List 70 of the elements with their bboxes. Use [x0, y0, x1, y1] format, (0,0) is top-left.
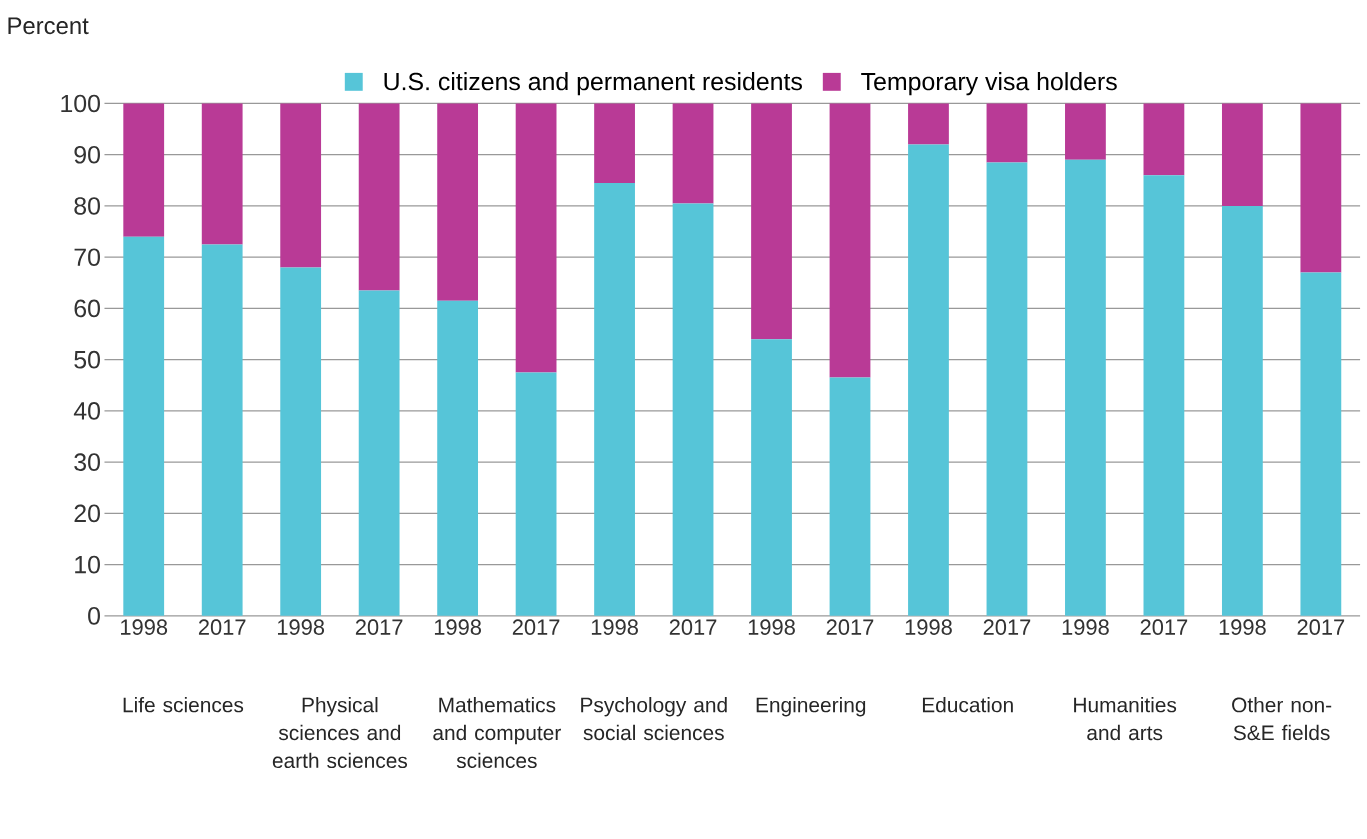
bar	[908, 103, 949, 145]
x-tick-label: 1998	[434, 619, 481, 636]
bar	[751, 103, 792, 340]
x-tick-label: 2017	[1140, 619, 1188, 636]
y-tick-label: 80	[74, 197, 100, 215]
text: Psychology and social sciences	[581, 697, 727, 741]
legend-label: U.S. citizens and permanent residents	[384, 72, 802, 96]
text: Physical sciences and earth sciences	[272, 697, 408, 769]
bar	[829, 377, 871, 616]
bar	[986, 103, 1028, 163]
text: Engineering	[756, 697, 866, 717]
text: Mathematics and computer sciences	[433, 697, 561, 769]
y-tick-label: 30	[74, 453, 100, 472]
x-tick-label: 1998	[748, 619, 795, 636]
x-tick-label: 1998	[905, 619, 952, 636]
bar	[672, 203, 714, 616]
x-tick-label: 1998	[1219, 619, 1266, 636]
bar	[515, 103, 557, 373]
bar	[358, 103, 400, 291]
x-tick-label: 1998	[277, 619, 325, 636]
bar	[437, 300, 479, 616]
x-tick-label: 1998	[121, 619, 168, 636]
bar	[123, 236, 165, 616]
y-tick-label: 0	[88, 607, 100, 625]
y-tick-label: 90	[74, 146, 100, 164]
x-tick-label: 2017	[355, 619, 403, 636]
x-tick-label: 2017	[198, 619, 246, 636]
bar	[986, 162, 1028, 616]
text: Life sciences	[123, 697, 244, 713]
bar	[1300, 272, 1342, 616]
bar	[437, 103, 479, 301]
bar	[358, 290, 400, 616]
x-tick-label: 2017	[826, 619, 874, 636]
text: Humanities and arts	[1074, 697, 1177, 741]
bar	[751, 339, 792, 616]
text: Other non-S&E fields	[1232, 697, 1332, 741]
bar	[1221, 206, 1263, 616]
bar	[280, 103, 322, 268]
bar	[1143, 175, 1185, 616]
bar	[594, 183, 635, 616]
legend-label: Temporary visa holders	[861, 72, 1117, 96]
bar	[1300, 103, 1342, 273]
bar	[829, 103, 871, 378]
x-tick-label: 2017	[512, 619, 560, 636]
bar	[908, 144, 949, 616]
bar	[123, 103, 165, 237]
y-tick-label: 70	[74, 248, 100, 267]
x-tick-label: 2017	[1297, 619, 1345, 636]
y-tick-label: 10	[75, 555, 100, 574]
bar	[594, 103, 635, 184]
x-tick-label: 1998	[1062, 619, 1109, 636]
bar	[201, 103, 243, 245]
y-tick-label: 100	[61, 94, 100, 113]
y-tick-label: 50	[74, 350, 100, 369]
y-tick-label: 20	[74, 504, 100, 523]
y-tick-label: 60	[74, 299, 100, 318]
y-axis-title: Percent	[8, 17, 89, 35]
x-tick-label: 2017	[669, 619, 717, 636]
bar	[672, 103, 714, 204]
bar	[1065, 103, 1106, 160]
bar	[201, 244, 243, 616]
bar	[280, 267, 322, 616]
bar	[1143, 103, 1185, 176]
y-tick-label: 40	[73, 402, 100, 420]
bar	[1065, 159, 1106, 616]
text: Education	[922, 697, 1013, 713]
x-tick-label: 1998	[591, 619, 638, 636]
bar	[515, 372, 557, 616]
bar	[1221, 103, 1263, 207]
x-tick-label: 2017	[983, 619, 1031, 636]
